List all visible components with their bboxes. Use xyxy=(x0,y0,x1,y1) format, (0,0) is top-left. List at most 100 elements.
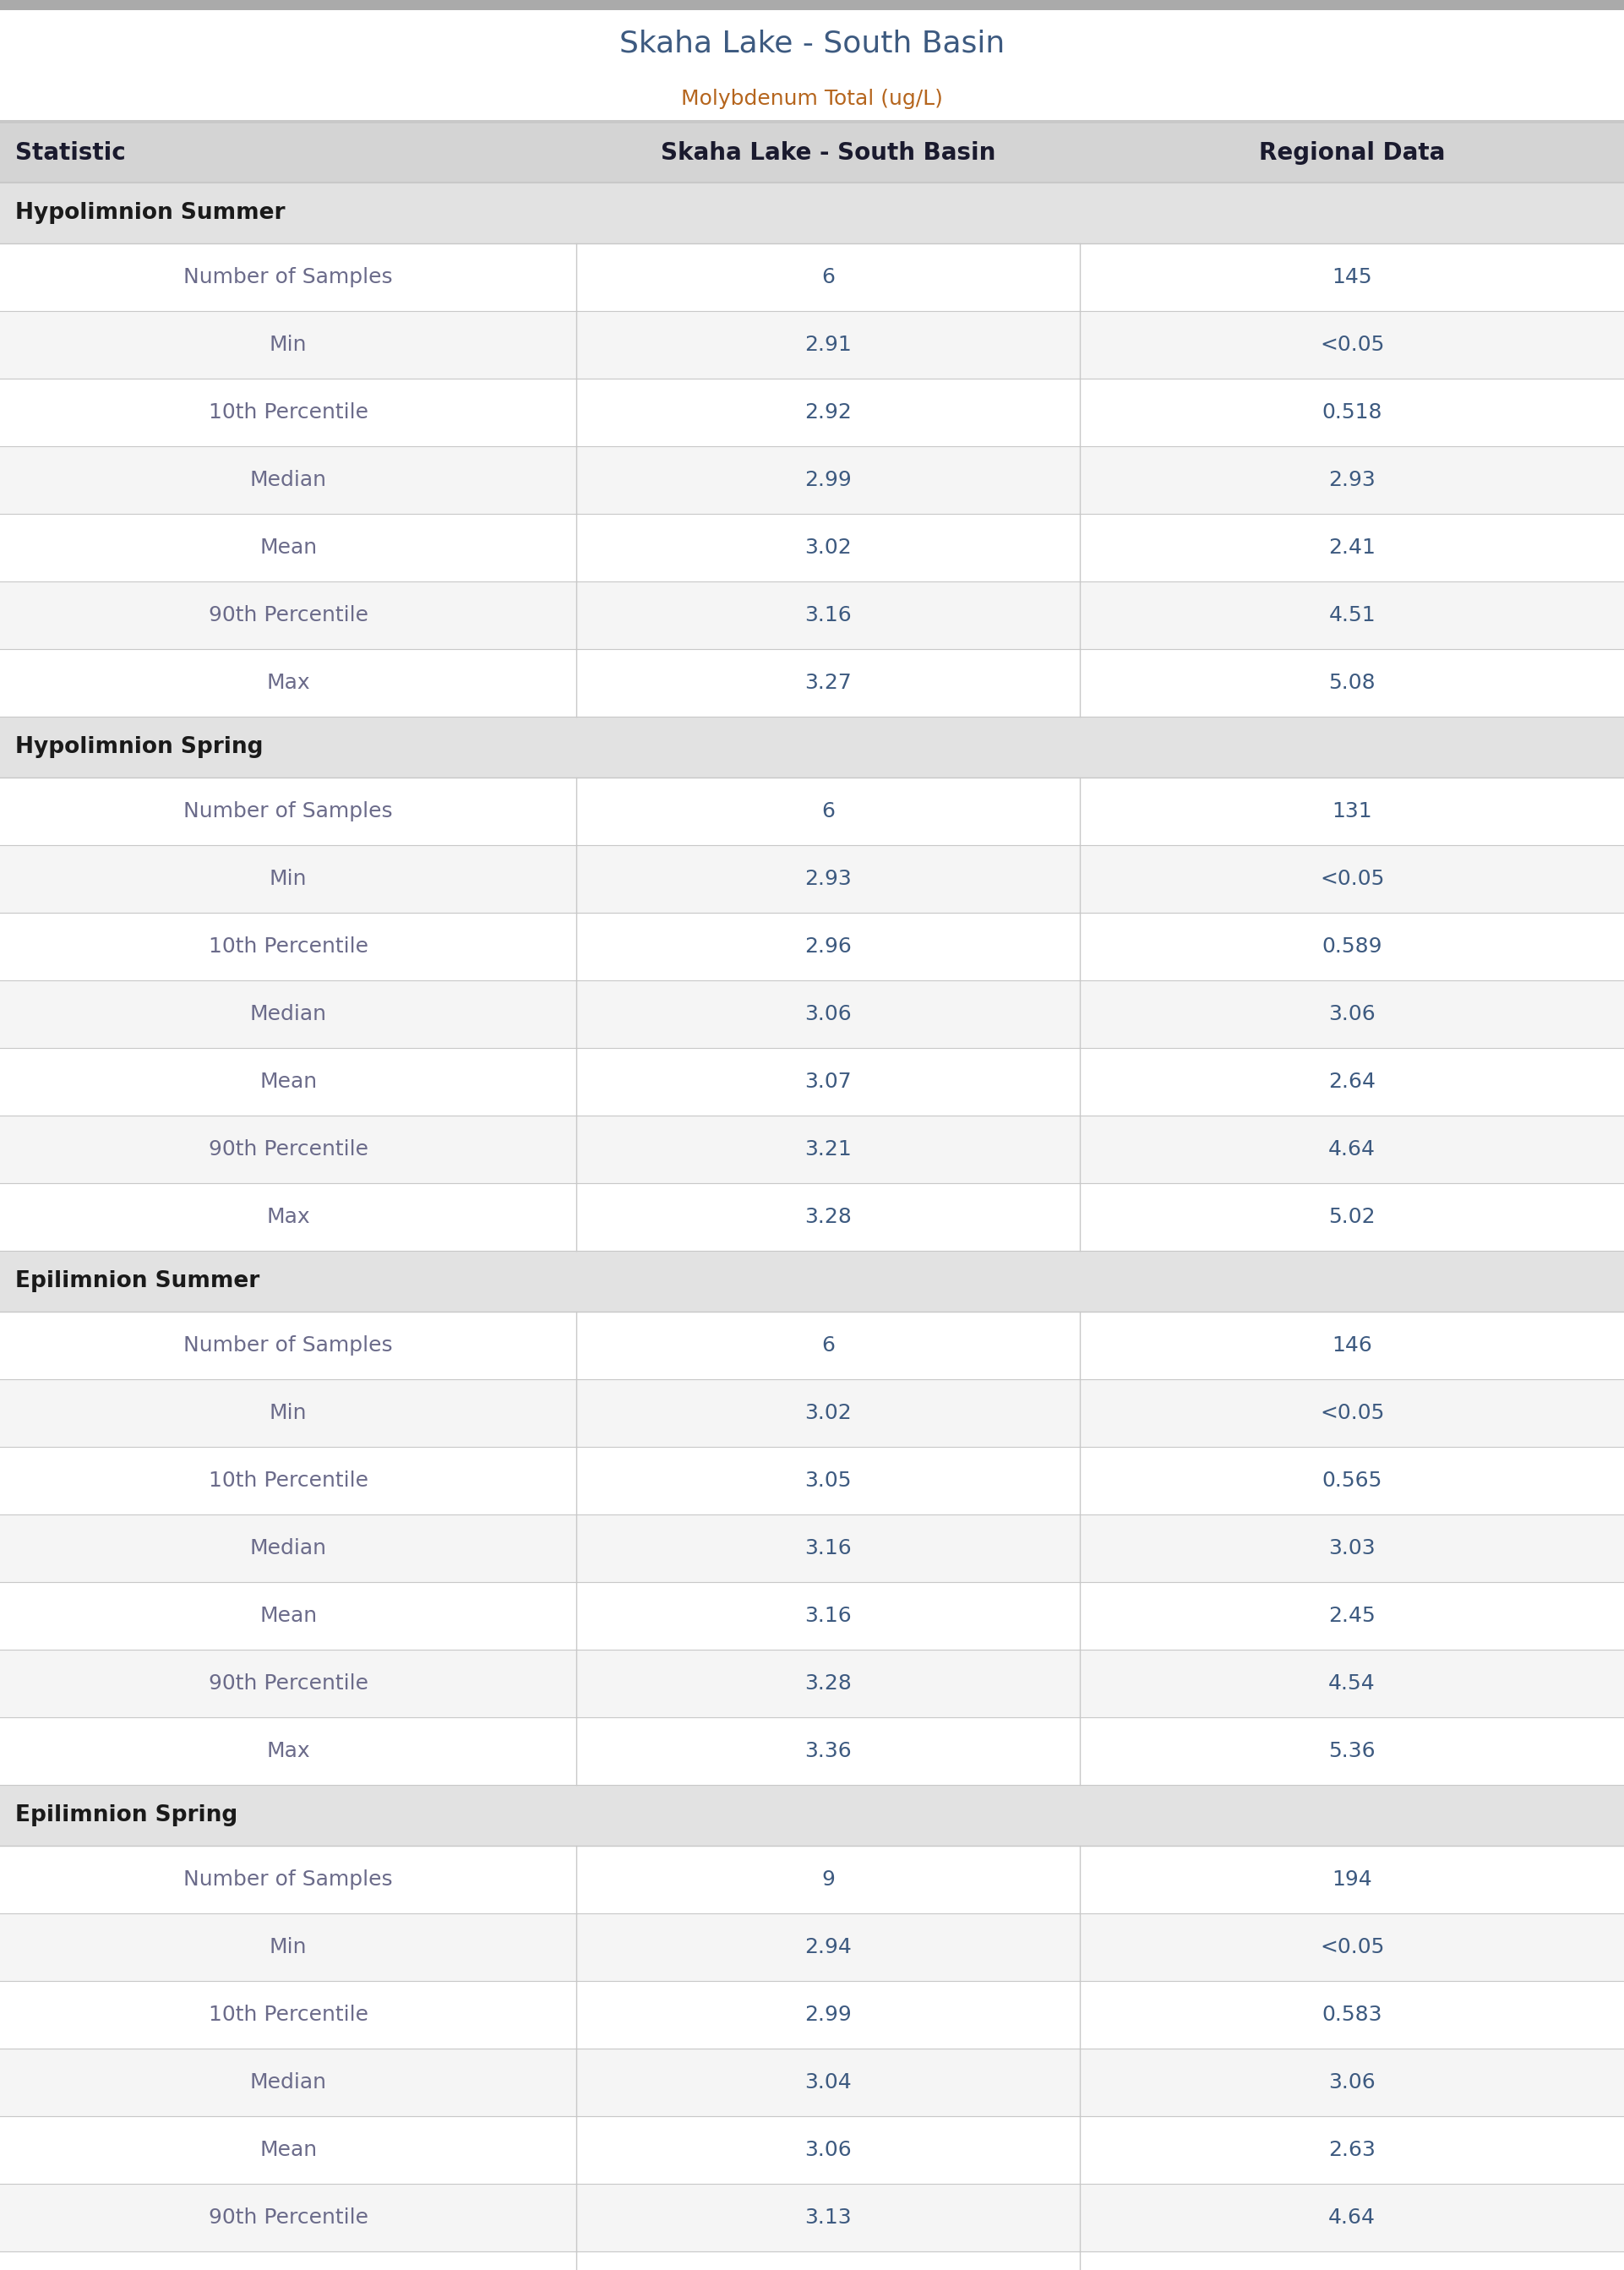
Bar xyxy=(0,1582,1624,1650)
Text: Max: Max xyxy=(266,1741,310,1762)
Text: 4.51: 4.51 xyxy=(1328,606,1376,627)
Text: 146: 146 xyxy=(1332,1335,1372,1355)
Text: 3.28: 3.28 xyxy=(804,1208,853,1228)
Bar xyxy=(0,379,1624,447)
Text: 3.05: 3.05 xyxy=(806,1471,851,1491)
Text: 3.28: 3.28 xyxy=(804,1673,853,1693)
Text: 2.41: 2.41 xyxy=(1328,538,1376,558)
Text: 0.565: 0.565 xyxy=(1322,1471,1382,1491)
Bar xyxy=(0,981,1624,1049)
Text: 3.04: 3.04 xyxy=(804,2073,853,2093)
Text: 3.16: 3.16 xyxy=(804,1605,853,1625)
Text: Epilimnion Spring: Epilimnion Spring xyxy=(15,1805,237,1827)
Text: Mean: Mean xyxy=(260,1605,317,1625)
Text: 3.07: 3.07 xyxy=(806,1071,851,1092)
Text: Number of Samples: Number of Samples xyxy=(184,801,393,822)
Text: 3.16: 3.16 xyxy=(804,606,853,627)
Bar xyxy=(0,1049,1624,1115)
Text: 3.02: 3.02 xyxy=(804,538,853,558)
Text: Mean: Mean xyxy=(260,538,317,558)
Text: 2.91: 2.91 xyxy=(804,334,853,354)
Bar xyxy=(0,2184,1624,2252)
Text: 131: 131 xyxy=(1332,801,1372,822)
Text: 10th Percentile: 10th Percentile xyxy=(208,938,369,956)
Bar xyxy=(0,2048,1624,2116)
Text: 2.92: 2.92 xyxy=(804,402,853,422)
Bar xyxy=(0,2252,1624,2270)
Text: 3.21: 3.21 xyxy=(804,1140,853,1160)
Text: 2.94: 2.94 xyxy=(804,1936,853,1957)
Text: 5.02: 5.02 xyxy=(1328,1208,1376,1228)
Text: Number of Samples: Number of Samples xyxy=(184,1870,393,1889)
Text: 2.93: 2.93 xyxy=(1328,470,1376,490)
Text: 90th Percentile: 90th Percentile xyxy=(208,1140,369,1160)
Text: Median: Median xyxy=(250,1539,326,1559)
Text: <0.05: <0.05 xyxy=(1320,1403,1384,1423)
Text: 2.96: 2.96 xyxy=(804,938,853,956)
Text: <0.05: <0.05 xyxy=(1320,869,1384,890)
Text: 2.45: 2.45 xyxy=(1328,1605,1376,1625)
Text: Min: Min xyxy=(270,869,307,890)
Bar xyxy=(0,1115,1624,1183)
Text: 3.06: 3.06 xyxy=(1328,2073,1376,2093)
Bar xyxy=(0,1914,1624,1982)
Text: Min: Min xyxy=(270,1936,307,1957)
Text: 90th Percentile: 90th Percentile xyxy=(208,606,369,627)
Text: 3.06: 3.06 xyxy=(804,2141,853,2161)
Text: Mean: Mean xyxy=(260,1071,317,1092)
Text: 2.63: 2.63 xyxy=(1328,2141,1376,2161)
Text: 6: 6 xyxy=(822,268,835,288)
Text: Molybdenum Total (ug/L): Molybdenum Total (ug/L) xyxy=(680,89,944,109)
Text: 2.93: 2.93 xyxy=(804,869,853,890)
Text: 3.02: 3.02 xyxy=(804,1403,853,1423)
Bar xyxy=(0,123,1624,182)
Text: 10th Percentile: 10th Percentile xyxy=(208,402,369,422)
Text: 194: 194 xyxy=(1332,1870,1372,1889)
Text: 3.16: 3.16 xyxy=(804,1539,853,1559)
Bar xyxy=(0,844,1624,913)
Text: 10th Percentile: 10th Percentile xyxy=(208,1471,369,1491)
Bar xyxy=(0,1784,1624,1846)
Bar xyxy=(0,120,1624,123)
Text: Number of Samples: Number of Samples xyxy=(184,268,393,288)
Bar xyxy=(0,1446,1624,1514)
Bar xyxy=(0,0,1624,9)
Bar xyxy=(0,311,1624,379)
Text: Median: Median xyxy=(250,1003,326,1024)
Bar xyxy=(0,779,1624,844)
Text: 2.99: 2.99 xyxy=(804,2004,853,2025)
Bar xyxy=(0,1982,1624,2048)
Text: <0.05: <0.05 xyxy=(1320,1936,1384,1957)
Text: 10th Percentile: 10th Percentile xyxy=(208,2004,369,2025)
Bar xyxy=(0,1650,1624,1718)
Text: Regional Data: Regional Data xyxy=(1259,141,1445,166)
Text: 3.03: 3.03 xyxy=(1328,1539,1376,1559)
Text: 90th Percentile: 90th Percentile xyxy=(208,2206,369,2227)
Text: Max: Max xyxy=(266,1208,310,1228)
Text: 9: 9 xyxy=(822,1870,835,1889)
Text: Min: Min xyxy=(270,334,307,354)
Text: 5.36: 5.36 xyxy=(1328,1741,1376,1762)
Bar xyxy=(0,649,1624,717)
Text: 0.583: 0.583 xyxy=(1322,2004,1382,2025)
Bar xyxy=(0,1380,1624,1446)
Bar xyxy=(0,913,1624,981)
Text: 3.27: 3.27 xyxy=(804,672,853,692)
Bar xyxy=(0,581,1624,649)
Text: 4.64: 4.64 xyxy=(1328,2206,1376,2227)
Bar xyxy=(0,1251,1624,1312)
Text: 3.36: 3.36 xyxy=(804,1741,853,1762)
Text: 2.99: 2.99 xyxy=(804,470,853,490)
Bar xyxy=(0,1846,1624,1914)
Text: 145: 145 xyxy=(1332,268,1372,288)
Text: 3.06: 3.06 xyxy=(1328,1003,1376,1024)
Bar xyxy=(0,1718,1624,1784)
Text: 2.64: 2.64 xyxy=(1328,1071,1376,1092)
Bar xyxy=(0,2116,1624,2184)
Text: 90th Percentile: 90th Percentile xyxy=(208,1673,369,1693)
Bar xyxy=(0,182,1624,243)
Text: 3.06: 3.06 xyxy=(804,1003,853,1024)
Text: 6: 6 xyxy=(822,801,835,822)
Text: 4.64: 4.64 xyxy=(1328,1140,1376,1160)
Text: Median: Median xyxy=(250,470,326,490)
